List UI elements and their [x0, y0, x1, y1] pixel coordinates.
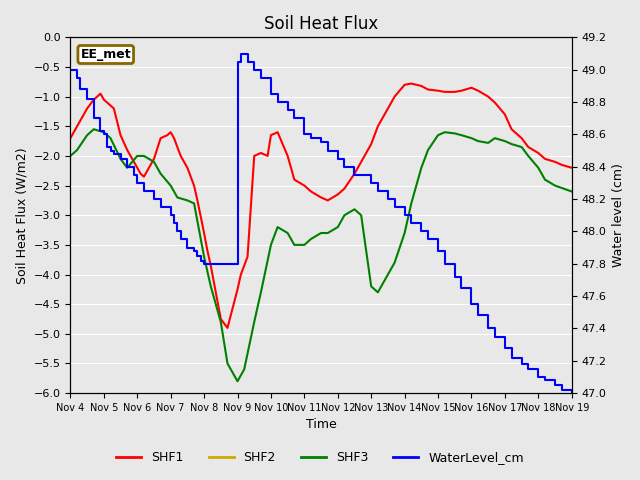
Y-axis label: Soil Heat Flux (W/m2): Soil Heat Flux (W/m2) — [15, 147, 28, 284]
SHF1 — [367, 141, 375, 147]
WaterLevel_cm — [190, 248, 198, 254]
SHF3 — [217, 319, 225, 325]
SHF1 — [408, 81, 415, 86]
Title: Soil Heat Flux: Soil Heat Flux — [264, 15, 378, 33]
SHF1 — [67, 135, 74, 141]
SHF3 — [67, 153, 74, 159]
SHF3 — [250, 319, 258, 325]
SHF3 — [241, 367, 248, 372]
SHF1 — [100, 96, 108, 102]
Line: SHF1: SHF1 — [70, 84, 572, 328]
Legend: SHF1, SHF2, SHF3, WaterLevel_cm: SHF1, SHF2, SHF3, WaterLevel_cm — [111, 446, 529, 469]
WaterLevel_cm — [518, 361, 525, 367]
SHF3 — [157, 171, 164, 177]
Y-axis label: Water level (cm): Water level (cm) — [612, 163, 625, 267]
SHF1 — [351, 171, 358, 177]
SHF1 — [458, 88, 465, 94]
SHF3 — [90, 126, 98, 132]
WaterLevel_cm — [67, 67, 74, 72]
SHF1 — [274, 129, 282, 135]
WaterLevel_cm — [491, 334, 499, 339]
SHF3 — [568, 189, 575, 194]
Text: EE_met: EE_met — [81, 48, 131, 61]
SHF1 — [193, 198, 201, 204]
Line: SHF3: SHF3 — [70, 129, 572, 381]
SHF1 — [223, 325, 231, 331]
WaterLevel_cm — [568, 390, 575, 396]
WaterLevel_cm — [474, 312, 482, 318]
SHF1 — [568, 165, 575, 171]
Line: WaterLevel_cm: WaterLevel_cm — [70, 53, 572, 393]
SHF3 — [391, 260, 399, 265]
WaterLevel_cm — [274, 99, 282, 105]
X-axis label: Time: Time — [306, 419, 337, 432]
WaterLevel_cm — [237, 50, 244, 56]
SHF3 — [234, 378, 241, 384]
WaterLevel_cm — [140, 188, 148, 194]
SHF3 — [200, 254, 208, 260]
